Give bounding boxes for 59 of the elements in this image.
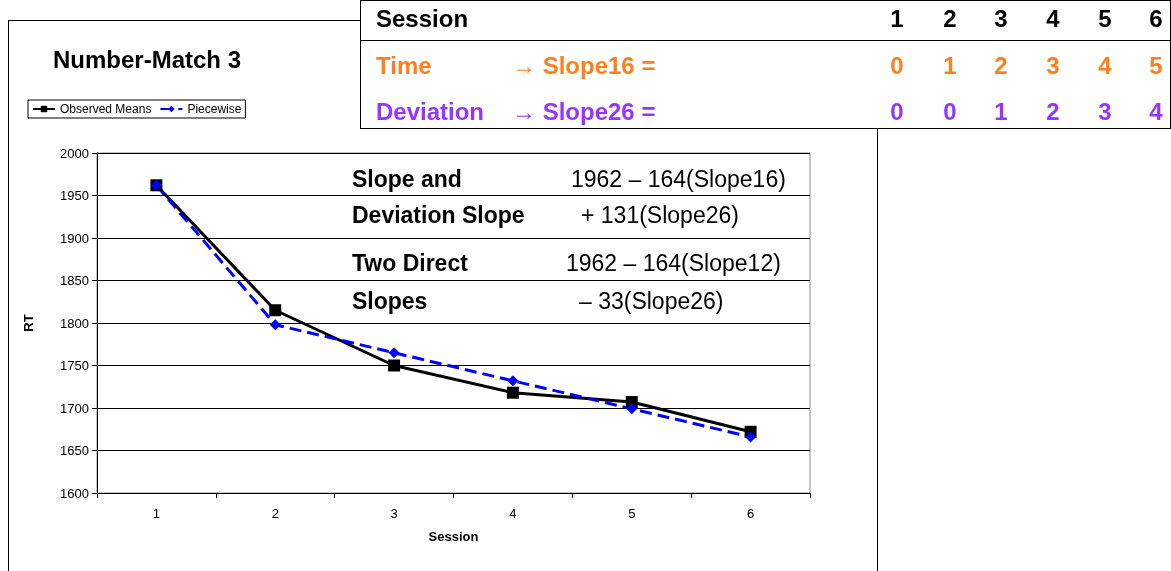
text: 1 (994, 98, 1008, 126)
annotation: 1962 – 164(Slope16) (571, 165, 786, 193)
y-tick-label: 2000 (60, 145, 89, 161)
text: 6 (1149, 5, 1163, 33)
point (388, 347, 400, 359)
text: → Slope26 = (512, 98, 656, 126)
x-tick-label: 1 (152, 506, 161, 521)
text: 3 (994, 5, 1008, 33)
annotation: Slopes (352, 287, 428, 315)
text: 3 (1046, 52, 1060, 80)
point (269, 319, 281, 331)
legend-label: Piecewise (187, 102, 242, 116)
y-tick-label: 1750 (60, 358, 89, 373)
y-tick-label: 1900 (60, 230, 89, 246)
text: 1 (890, 5, 904, 33)
chart-title: Number-Match 3 (53, 45, 242, 73)
text: 4 (1149, 98, 1163, 126)
x-tick-label: 4 (509, 506, 517, 521)
point (507, 375, 519, 387)
text: Time (376, 52, 432, 80)
text: 0 (890, 52, 904, 80)
text: 5 (1149, 52, 1163, 80)
annotation: Deviation Slope (352, 201, 525, 229)
annotation: Slope and (352, 165, 462, 193)
y-tick-label: 1600 (60, 485, 89, 501)
x-tick-label: 2 (271, 506, 279, 521)
x-axis-title: Session (428, 529, 479, 544)
point (269, 304, 282, 317)
annotation: Two Direct (352, 249, 468, 277)
point (626, 403, 638, 415)
text: 0 (943, 98, 957, 126)
text: 2 (994, 52, 1008, 80)
text: 3 (1098, 98, 1112, 126)
text: Session (376, 5, 469, 33)
point (388, 359, 401, 372)
text: 4 (1098, 52, 1112, 80)
legend-label: Observed Means (60, 102, 152, 116)
text: 0 (890, 98, 904, 126)
text: → Slope16 = (512, 52, 656, 80)
y-axis-title: RT (21, 314, 36, 332)
text: 1 (943, 52, 957, 80)
text: 4 (1046, 5, 1060, 33)
point (745, 431, 757, 443)
annotation: – 33(Slope26) (579, 287, 724, 315)
annotation: + 131(Slope26) (581, 201, 739, 229)
x-tick-label: 3 (390, 506, 398, 521)
x-tick-label: 6 (746, 506, 755, 521)
text: 2 (943, 5, 957, 33)
y-tick-label: 1850 (60, 273, 89, 288)
annotation: 1962 – 164(Slope12) (566, 249, 781, 277)
text: Deviation (376, 98, 485, 126)
point (506, 386, 519, 399)
text: 5 (1098, 5, 1112, 33)
y-tick-label: 1950 (60, 188, 89, 203)
x-tick-label: 5 (628, 506, 636, 521)
y-tick-label: 1700 (60, 400, 89, 416)
y-tick-label: 1800 (60, 315, 89, 331)
y-tick-label: 1650 (60, 443, 89, 458)
text: 2 (1046, 98, 1060, 126)
